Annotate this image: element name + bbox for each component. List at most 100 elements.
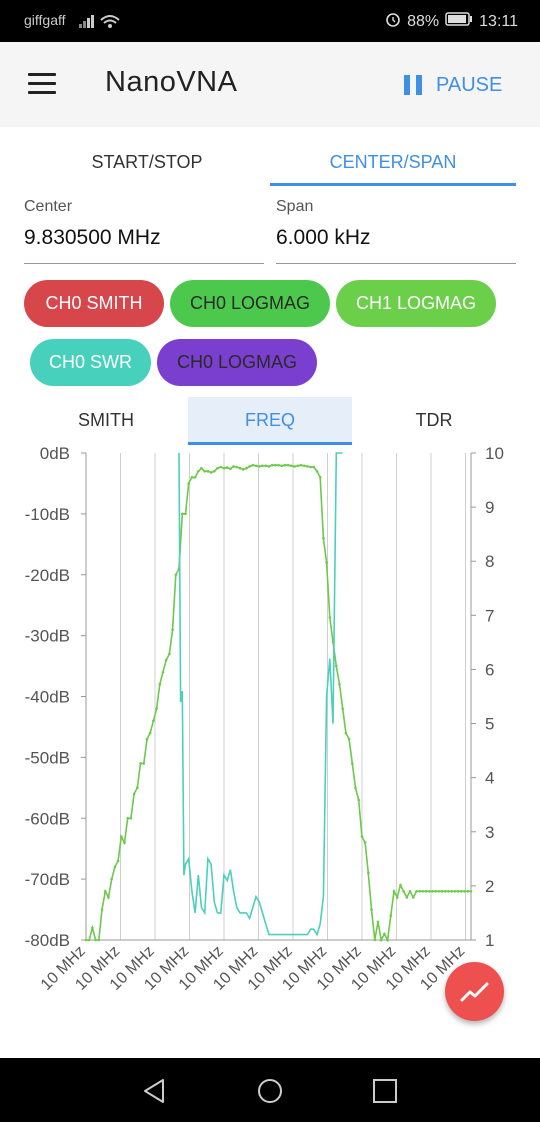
logmag-point — [196, 469, 200, 473]
logmag-point — [434, 890, 438, 893]
right-tick-label: 8 — [485, 552, 494, 571]
logmag-point — [100, 908, 104, 911]
logmag-point — [341, 707, 344, 710]
logmag-point — [184, 512, 187, 516]
logmag-point — [440, 890, 444, 893]
logmag-point — [203, 469, 207, 473]
chip-ch0-swr[interactable]: CH0 SWR — [30, 339, 151, 386]
logmag-point — [267, 465, 271, 468]
tab-freq[interactable]: FREQ — [188, 397, 352, 445]
logmag-point — [363, 841, 367, 844]
logmag-point — [450, 890, 454, 893]
logmag-point — [389, 914, 393, 917]
logmag-point — [460, 890, 463, 893]
logmag-point — [158, 683, 162, 686]
logmag-point — [94, 938, 97, 942]
range-tabs: START/STOP CENTER/SPAN — [24, 140, 516, 186]
logmag-point — [344, 731, 348, 735]
span-value[interactable]: 6.000 kHz — [276, 226, 371, 249]
logmag-point — [206, 469, 210, 473]
span-label: Span — [276, 198, 314, 215]
tab-smith[interactable]: SMITH — [78, 410, 134, 430]
left-tick-label: 0dB — [40, 444, 70, 463]
tab-center-span[interactable]: CENTER/SPAN — [270, 140, 516, 186]
logmag-point — [222, 466, 226, 470]
recents-icon[interactable] — [370, 1076, 400, 1106]
clock: 13:11 — [479, 12, 518, 30]
pause-button[interactable]: PAUSE — [404, 68, 502, 102]
logmag-point — [132, 792, 136, 796]
right-tick-label: 10 — [485, 444, 504, 463]
logmag-point — [283, 463, 287, 467]
logmag-point — [427, 890, 431, 893]
logmag-point — [379, 938, 383, 942]
chip-ch1-logmag[interactable]: CH1 LOGMAG — [336, 280, 496, 327]
logmag-point — [97, 938, 101, 942]
logmag-point — [405, 896, 409, 899]
logmag-point — [161, 670, 165, 674]
logmag-point — [129, 816, 133, 820]
logmag-point — [155, 707, 158, 710]
center-field[interactable]: Center 9.830500 MHz — [24, 196, 264, 264]
trace-fab-button[interactable] — [445, 962, 504, 1021]
left-tick-label: -10dB — [25, 505, 70, 524]
logmag-point — [180, 512, 184, 516]
logmag-point — [142, 762, 146, 765]
logmag-point — [466, 890, 470, 893]
logmag-point — [200, 466, 203, 470]
logmag-point — [174, 573, 178, 577]
logmag-point — [216, 466, 219, 470]
logmag-point — [360, 835, 364, 838]
chip-ch0-logmag[interactable]: CH0 LOGMAG — [170, 280, 330, 327]
tab-tdr[interactable]: TDR — [415, 410, 453, 430]
span-field[interactable]: Span 6.000 kHz — [276, 196, 516, 264]
logmag-point — [219, 465, 223, 469]
logmag-point — [171, 628, 174, 631]
back-icon[interactable] — [139, 1076, 169, 1106]
left-tick-label: -70dB — [25, 870, 70, 889]
logmag-point — [293, 465, 296, 468]
logmag-point — [248, 465, 251, 468]
logmag-point — [113, 865, 117, 869]
logmag-point — [238, 466, 242, 470]
logmag-point — [309, 465, 312, 469]
logmag-point — [424, 890, 428, 893]
chip-ch0-smith[interactable]: CH0 SMITH — [24, 280, 164, 327]
right-tick-label: 7 — [485, 606, 494, 625]
logmag-point — [277, 463, 280, 467]
logmag-point — [453, 890, 457, 893]
logmag-point — [325, 561, 328, 564]
logmag-point — [392, 890, 396, 893]
logmag-point — [373, 938, 377, 942]
logmag-point — [447, 890, 450, 893]
logmag-point — [328, 616, 332, 619]
logmag-point — [322, 536, 325, 540]
menu-icon[interactable] — [28, 73, 56, 95]
logmag-point — [469, 890, 473, 893]
logmag-point — [411, 896, 415, 899]
logmag-point — [415, 890, 418, 893]
logmag-point — [213, 469, 216, 473]
center-value[interactable]: 9.830500 MHz — [24, 226, 161, 249]
logmag-point — [312, 465, 316, 469]
swr-trace — [178, 452, 343, 937]
logmag-point — [270, 463, 274, 467]
logmag-point — [103, 890, 107, 893]
logmag-point — [286, 463, 290, 467]
logmag-point — [193, 476, 197, 479]
chip-ch0-logmag-2[interactable]: CH0 LOGMAG — [157, 339, 317, 386]
app-bar: NanoVNA PAUSE — [0, 42, 540, 127]
logmag-point — [431, 890, 434, 893]
tab-start-stop[interactable]: START/STOP — [91, 152, 203, 172]
pause-icon — [404, 75, 422, 95]
logmag-point — [152, 719, 155, 723]
home-icon[interactable] — [255, 1076, 285, 1106]
logmag-point — [302, 464, 306, 468]
logmag-point — [254, 464, 258, 468]
logmag-point — [225, 466, 229, 469]
logmag-point — [232, 465, 235, 468]
logmag-point — [209, 471, 213, 474]
right-tick-label: 6 — [485, 660, 494, 679]
logmag-point — [87, 938, 91, 942]
logmag-point — [261, 464, 264, 468]
